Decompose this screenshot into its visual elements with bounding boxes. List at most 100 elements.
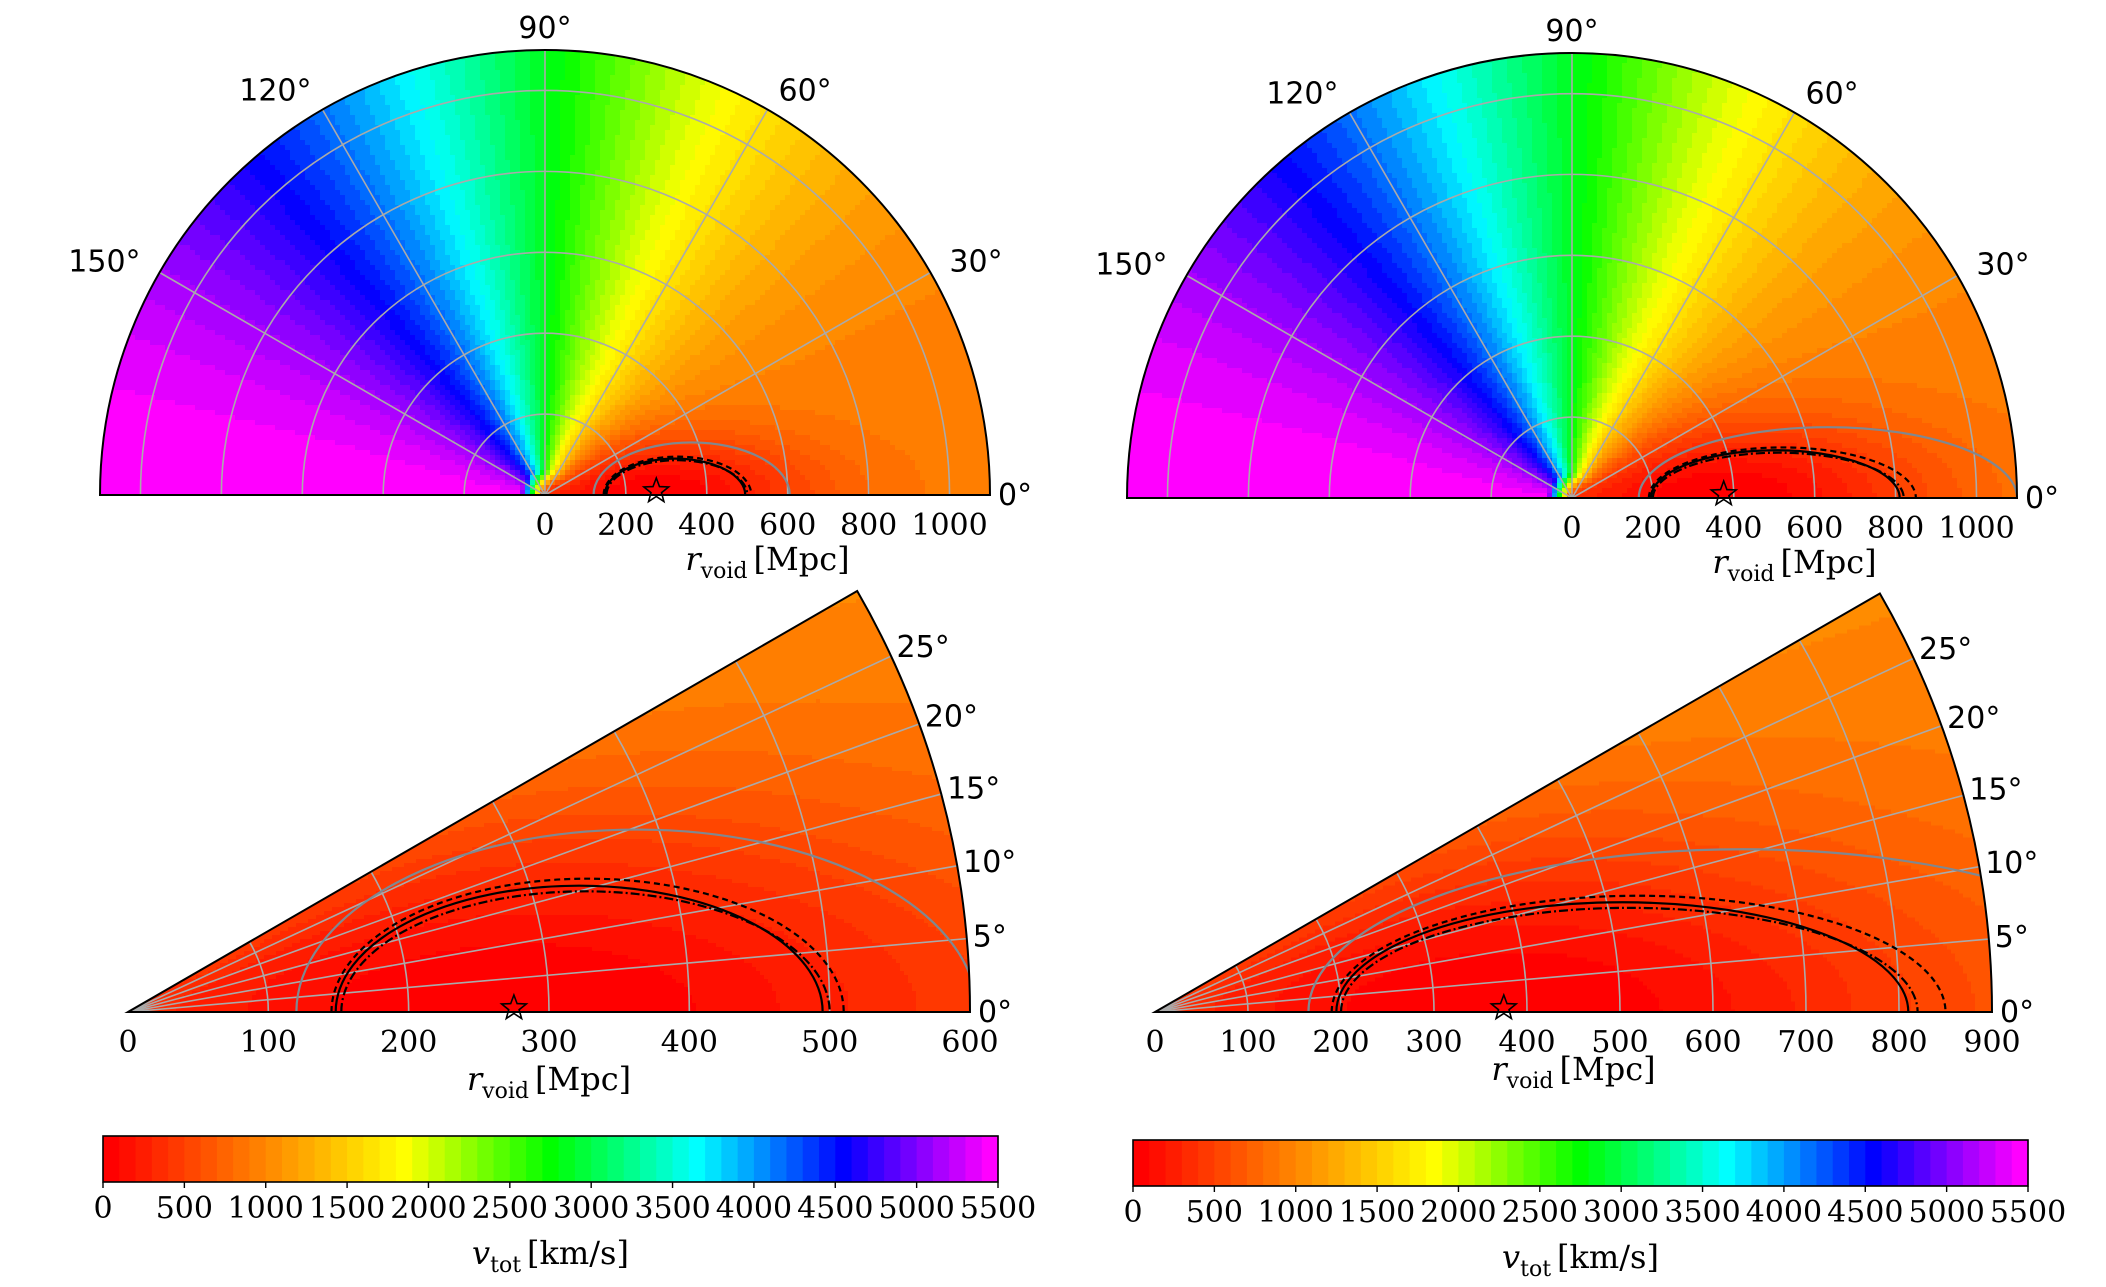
colorbar-segment xyxy=(1572,1140,1589,1186)
colorbar-segment xyxy=(819,1136,836,1182)
r-tick-label: 500 xyxy=(801,1025,858,1060)
colorbar-segment xyxy=(1605,1140,1622,1186)
r-tick-label: 100 xyxy=(240,1025,297,1060)
colorbar-segment xyxy=(445,1136,462,1182)
colorbar-segment xyxy=(1703,1140,1720,1186)
colorbar-segment xyxy=(1507,1140,1524,1186)
colorbar-segment xyxy=(786,1136,803,1182)
colorbar-segment xyxy=(1345,1140,1362,1186)
colorbar-tick-label: 1500 xyxy=(309,1191,385,1226)
colorbar-segment xyxy=(152,1136,169,1182)
colorbar-segment xyxy=(721,1136,738,1182)
colorbar-segment xyxy=(1361,1140,1378,1186)
theta-tick-label: 0° xyxy=(978,995,1012,1030)
theta-tick-label: 90° xyxy=(518,11,571,46)
r-tick-label: 300 xyxy=(1405,1025,1462,1060)
colorbar-segment xyxy=(1426,1140,1443,1186)
colorbar-segment xyxy=(917,1136,934,1182)
colorbar-segment xyxy=(1133,1140,1150,1186)
colorbar-tick-label: 500 xyxy=(156,1191,213,1226)
colorbar-segment xyxy=(1149,1140,1166,1186)
colorbar-segment xyxy=(542,1136,559,1182)
colorbar-tick-label: 4000 xyxy=(716,1191,792,1226)
colorbar-tick-label: 4500 xyxy=(797,1191,873,1226)
colorbar-segment xyxy=(201,1136,218,1182)
colorbar-segment xyxy=(1393,1140,1410,1186)
colorbar-tick-label: 500 xyxy=(1186,1195,1243,1230)
colorbar-segment xyxy=(868,1136,885,1182)
colorbar-segment xyxy=(673,1136,690,1182)
colorbar-segment xyxy=(1231,1140,1248,1186)
colorbar-tick-label: 2500 xyxy=(472,1191,548,1226)
r-tick-label: 400 xyxy=(678,508,735,543)
colorbar-segment xyxy=(640,1136,657,1182)
colorbar-tick-label: 4500 xyxy=(1827,1195,1903,1230)
colorbar-segment xyxy=(1882,1140,1899,1186)
colorbar-segment xyxy=(1865,1140,1882,1186)
colorbar-segment xyxy=(298,1136,315,1182)
colorbar-segment xyxy=(1963,1140,1980,1186)
r-tick-label: 600 xyxy=(1786,511,1843,546)
colorbar-segment xyxy=(412,1136,429,1182)
colorbar-segment xyxy=(656,1136,673,1182)
colorbar-segment xyxy=(770,1136,787,1182)
colorbar-label: vtot[km/s] xyxy=(472,1234,629,1278)
colorbar-segment xyxy=(1768,1140,1785,1186)
colorbar-segment xyxy=(705,1136,722,1182)
colorbar-tick-label: 0 xyxy=(93,1191,112,1226)
colorbar-segment xyxy=(1247,1140,1264,1186)
colorbar-segment xyxy=(266,1136,283,1182)
colorbar-tick-label: 3000 xyxy=(553,1191,629,1226)
theta-tick-label: 10° xyxy=(963,845,1016,880)
colorbar-segment xyxy=(1849,1140,1866,1186)
colorbar-segment xyxy=(510,1136,527,1182)
colorbar-tick-label: 2000 xyxy=(1420,1195,1496,1230)
r-tick-label: 600 xyxy=(941,1025,998,1060)
r-tick-label: 400 xyxy=(1498,1025,1555,1060)
colorbar-segment xyxy=(1328,1140,1345,1186)
colorbar-tick-label: 3500 xyxy=(1664,1195,1740,1230)
r-tick-label: 200 xyxy=(380,1025,437,1060)
colorbar-segment xyxy=(575,1136,592,1182)
theta-tick-label: 90° xyxy=(1545,14,1598,49)
r-tick-label: 600 xyxy=(759,508,816,543)
r-tick-label: 800 xyxy=(1870,1025,1927,1060)
theta-tick-label: 20° xyxy=(1947,701,2000,736)
r-tick-label: 0 xyxy=(1145,1025,1164,1060)
colorbar-segment xyxy=(428,1136,445,1182)
colorbar-tick-label: 1000 xyxy=(1258,1195,1334,1230)
colorbar-segment xyxy=(852,1136,869,1182)
theta-tick-label: 60° xyxy=(1806,77,1859,112)
colorbar-segment xyxy=(347,1136,364,1182)
theta-tick-label: 10° xyxy=(1985,846,2038,881)
colorbar-segment xyxy=(738,1136,755,1182)
colorbar-segment xyxy=(1279,1140,1296,1186)
r-axis-label: rvoid[Mpc] xyxy=(685,540,849,584)
r-tick-label: 1000 xyxy=(911,508,987,543)
colorbar-segment xyxy=(119,1136,136,1182)
colorbar-segment xyxy=(591,1136,608,1182)
theta-tick-label: 120° xyxy=(1266,77,1338,112)
colorbar-segment xyxy=(1296,1140,1313,1186)
colorbar-segment xyxy=(1735,1140,1752,1186)
colorbar-segment xyxy=(803,1136,820,1182)
colorbar-segment xyxy=(754,1136,771,1182)
colorbar-segment xyxy=(933,1136,950,1182)
r-tick-label: 900 xyxy=(1963,1025,2020,1060)
colorbar-segment xyxy=(103,1136,120,1182)
colorbar-segment xyxy=(1898,1140,1915,1186)
colorbar-segment xyxy=(900,1136,917,1182)
colorbar-segment xyxy=(1719,1140,1736,1186)
colorbar-segment xyxy=(982,1136,999,1182)
colorbar-segment xyxy=(1914,1140,1931,1186)
r-tick-label: 0 xyxy=(535,508,554,543)
